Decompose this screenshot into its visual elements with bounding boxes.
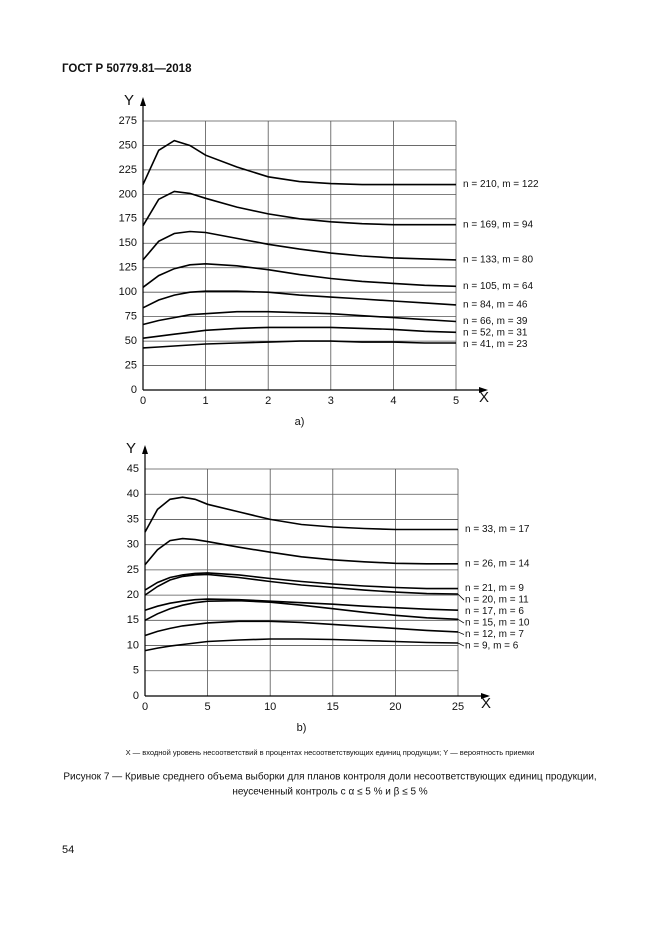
figure-caption: неусеченный контроль с α ≤ 5 % и β ≤ 5 % xyxy=(232,787,427,798)
y-axis-label: Y xyxy=(126,440,136,457)
y-tick-label: 0 xyxy=(133,690,139,702)
y-tick-label: 275 xyxy=(119,115,137,127)
series-label: n = 210, m = 122 xyxy=(463,179,539,190)
y-tick-label: 125 xyxy=(119,262,137,274)
x-tick-label: 3 xyxy=(328,395,334,407)
x-tick-label: 5 xyxy=(453,395,459,407)
x-tick-label: 15 xyxy=(327,701,339,713)
y-tick-label: 100 xyxy=(119,286,137,298)
curve xyxy=(144,620,459,637)
chart-caption: a) xyxy=(295,416,305,428)
x-tick-label: 5 xyxy=(205,701,211,713)
series-label: n = 133, m = 80 xyxy=(463,255,533,266)
series-label: n = 20, m = 11 xyxy=(465,595,529,606)
curve xyxy=(142,326,457,339)
y-tick-label: 175 xyxy=(119,213,137,225)
curve xyxy=(144,572,458,591)
y-tick-label: 250 xyxy=(119,139,137,151)
curve xyxy=(144,638,459,652)
y-tick-label: 5 xyxy=(133,665,139,677)
x-tick-label: 4 xyxy=(390,395,396,407)
y-tick-label: 35 xyxy=(127,513,139,525)
x-tick-label: 0 xyxy=(140,395,146,407)
footnote: X — входной уровень несоответствий в про… xyxy=(126,748,535,757)
y-tick-label: 10 xyxy=(127,639,139,651)
series-label: n = 105, m = 64 xyxy=(463,281,533,292)
header-title: ГОСТ Р 50779.81—2018 xyxy=(62,63,192,75)
series-label: n = 169, m = 94 xyxy=(463,219,533,230)
curve xyxy=(142,290,457,309)
y-tick-label: 30 xyxy=(127,539,139,551)
leader-line xyxy=(457,593,465,601)
y-tick-label: 20 xyxy=(127,589,139,601)
chart-caption: b) xyxy=(297,722,307,734)
series-label: n = 17, m = 6 xyxy=(465,606,524,617)
curve xyxy=(142,190,456,227)
series-label: n = 84, m = 46 xyxy=(463,300,528,311)
y-tick-label: 40 xyxy=(127,488,139,500)
series-label: n = 12, m = 7 xyxy=(465,629,524,640)
curve xyxy=(142,262,457,288)
curve xyxy=(144,496,458,533)
y-tick-label: 45 xyxy=(127,463,139,475)
leader-line xyxy=(457,618,465,624)
series-label: n = 41, m = 23 xyxy=(463,339,528,350)
x-tick-label: 25 xyxy=(452,701,464,713)
y-axis-label: Y xyxy=(124,92,134,109)
y-tick-label: 225 xyxy=(119,164,137,176)
axis-arrow xyxy=(479,387,488,393)
y-tick-label: 25 xyxy=(125,359,137,371)
curve xyxy=(142,230,457,261)
series-label: n = 9, m = 6 xyxy=(465,641,519,652)
curve xyxy=(142,139,456,186)
series-label: n = 15, m = 10 xyxy=(465,618,530,629)
axis-arrow xyxy=(140,97,146,106)
curve xyxy=(142,340,456,349)
curve xyxy=(144,599,459,622)
x-tick-label: 0 xyxy=(142,701,148,713)
figure-caption: Рисунок 7 — Кривые среднего объема выбор… xyxy=(63,771,596,783)
x-axis-label: X xyxy=(481,695,491,712)
series-label: n = 66, m = 39 xyxy=(463,316,528,327)
y-tick-label: 50 xyxy=(125,335,137,347)
curve xyxy=(144,537,458,566)
curve xyxy=(144,598,459,611)
x-tick-label: 1 xyxy=(203,395,209,407)
x-tick-label: 20 xyxy=(389,701,401,713)
y-tick-label: 15 xyxy=(127,614,139,626)
series-label: n = 52, m = 31 xyxy=(463,328,528,339)
series-label: n = 26, m = 14 xyxy=(465,558,530,569)
curve xyxy=(142,310,457,326)
page-number: 54 xyxy=(62,844,74,856)
y-tick-label: 200 xyxy=(119,188,137,200)
leader-line xyxy=(457,631,465,635)
axis-arrow xyxy=(481,693,490,699)
leader-line xyxy=(457,642,465,647)
axis-arrow xyxy=(142,445,148,454)
curve xyxy=(144,573,459,596)
x-tick-label: 2 xyxy=(265,395,271,407)
series-label: n = 21, m = 9 xyxy=(465,583,524,594)
y-tick-label: 0 xyxy=(131,384,137,396)
y-tick-label: 150 xyxy=(119,237,137,249)
y-tick-label: 25 xyxy=(127,564,139,576)
y-tick-label: 75 xyxy=(125,311,137,323)
series-label: n = 33, m = 17 xyxy=(465,524,530,535)
x-axis-label: X xyxy=(479,389,489,406)
x-tick-label: 10 xyxy=(264,701,276,713)
